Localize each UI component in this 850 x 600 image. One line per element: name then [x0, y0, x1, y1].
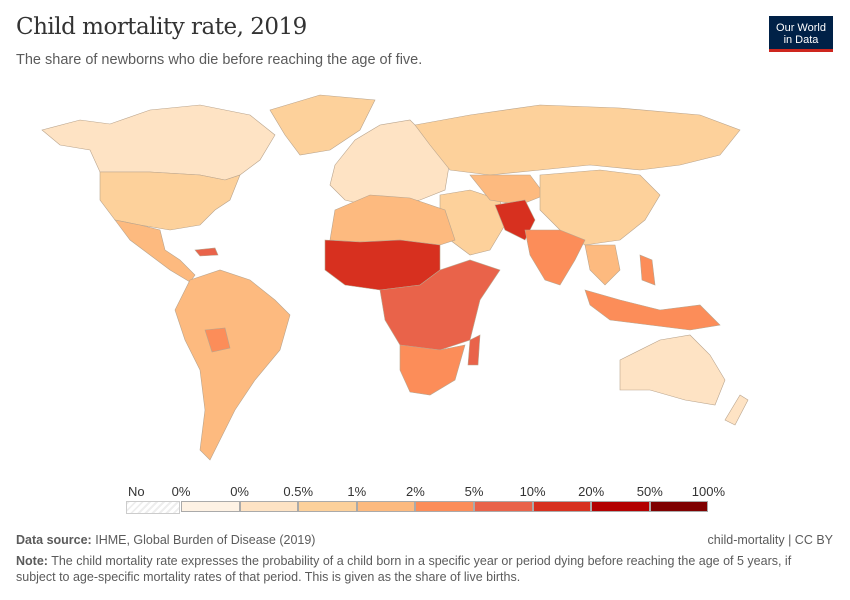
- region-china[interactable]: [539, 169, 661, 246]
- region-southeast-asia[interactable]: [584, 244, 621, 286]
- region-greenland[interactable]: [269, 94, 376, 156]
- region-central-east-africa[interactable]: [379, 259, 501, 351]
- legend-tick-label: 10%: [519, 484, 546, 499]
- chart-subtitle: The share of newborns who die before rea…: [16, 52, 423, 68]
- no-data-swatch[interactable]: [126, 501, 180, 514]
- data-source: Data source: IHME, Global Burden of Dise…: [16, 533, 315, 547]
- region-sahel[interactable]: [324, 239, 441, 291]
- region-russia[interactable]: [414, 104, 741, 176]
- world-map: [41, 94, 749, 461]
- legend-tick-label: 1%: [347, 484, 367, 499]
- region-new-zealand[interactable]: [724, 394, 749, 426]
- logo-line-2: in Data: [783, 33, 819, 46]
- legend-bin[interactable]: [298, 501, 357, 512]
- legend-tick-label: 2%: [405, 484, 425, 499]
- source-text[interactable]: IHME, Global Burden of Disease (2019): [95, 533, 316, 547]
- region-canada-alaska[interactable]: [41, 104, 276, 181]
- legend-bin[interactable]: [239, 501, 299, 512]
- region-north-africa[interactable]: [329, 194, 456, 246]
- legend-tick-label: 100%: [691, 484, 726, 499]
- legend-bin[interactable]: [532, 501, 592, 512]
- region-philippines[interactable]: [639, 254, 656, 286]
- legend-bin[interactable]: [474, 501, 533, 512]
- legend-tick-label: 50%: [636, 484, 663, 499]
- legend-bin[interactable]: [415, 501, 474, 512]
- region-india[interactable]: [524, 229, 586, 286]
- region-indonesia-png[interactable]: [584, 289, 721, 331]
- legend-bin[interactable]: [591, 501, 650, 512]
- region-south-america[interactable]: [174, 269, 291, 461]
- legend-bin[interactable]: [649, 501, 709, 512]
- region-europe[interactable]: [329, 119, 451, 206]
- chart-note: Note: The child mortality rate expresses…: [16, 553, 816, 585]
- region-mexico-central-america[interactable]: [114, 219, 196, 283]
- region-caribbean[interactable]: [194, 247, 219, 257]
- legend-tick-label: 0.5%: [283, 484, 314, 499]
- region-central-asia[interactable]: [469, 174, 546, 206]
- logo-line-1: Our World: [776, 21, 826, 34]
- region-bolivia[interactable]: [204, 327, 231, 353]
- legend-tick-label: 0%: [230, 484, 249, 499]
- chart-slug-license[interactable]: child-mortality | CC BY: [707, 533, 834, 547]
- note-label: Note:: [16, 554, 48, 568]
- note-text: The child mortality rate expresses the p…: [16, 554, 792, 584]
- region-australia[interactable]: [619, 334, 726, 406]
- region-southern-africa[interactable]: [399, 344, 466, 396]
- legend-bin[interactable]: [356, 501, 416, 512]
- source-label: Data source:: [16, 533, 92, 547]
- legend-tick-label: 20%: [578, 484, 605, 499]
- legend-bin[interactable]: [181, 501, 240, 512]
- region-madagascar[interactable]: [467, 334, 481, 366]
- owid-logo[interactable]: Our World in Data: [769, 16, 833, 52]
- legend-tick-label: 0%: [171, 484, 191, 499]
- chart-title: Child mortality rate, 2019: [16, 14, 307, 40]
- legend-tick-label: 5%: [464, 484, 484, 499]
